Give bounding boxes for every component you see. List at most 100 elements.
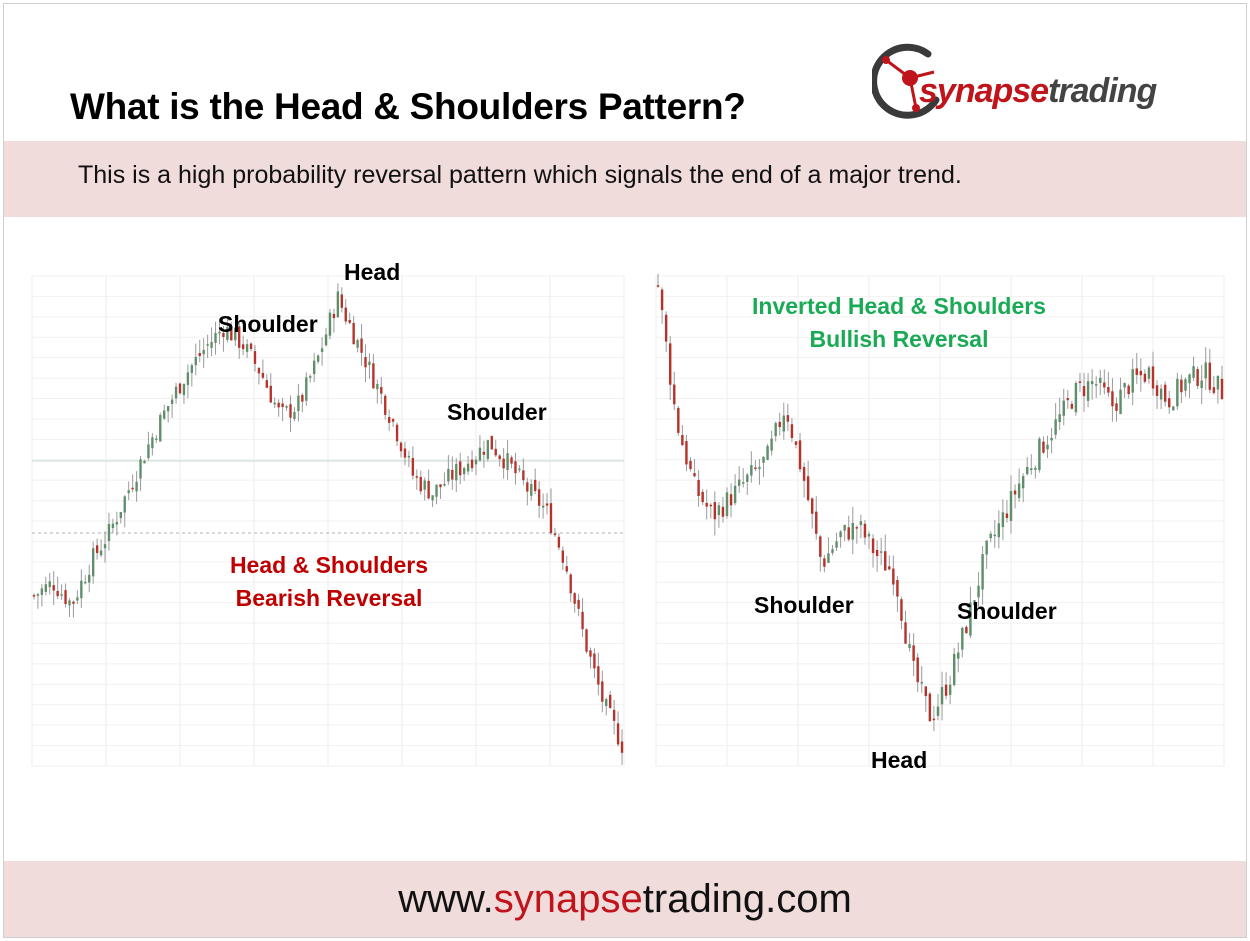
candle-body (766, 446, 769, 460)
candle-body (965, 626, 968, 634)
slide: What is the Head & Shoulders Pattern? sy… (3, 3, 1247, 938)
candle-body (368, 361, 371, 366)
candle-body (952, 653, 956, 686)
candle-body (713, 502, 717, 520)
candle-body (585, 629, 588, 652)
candle-body (709, 504, 712, 507)
candle-body (896, 580, 899, 597)
candle-body (1127, 385, 1130, 395)
candle-body (1058, 414, 1061, 422)
candle-body (561, 550, 565, 563)
candle-body (249, 343, 253, 349)
candle-body (916, 657, 919, 683)
candle-body (612, 709, 616, 721)
candle-body (269, 385, 272, 403)
candle-body (823, 558, 826, 567)
candle-body (1208, 362, 1212, 390)
candle-body (1119, 389, 1122, 415)
candle-body (660, 289, 664, 311)
candle-body (892, 568, 895, 585)
candle-body (514, 461, 517, 474)
candle-body (127, 490, 130, 494)
candle-body (1147, 367, 1151, 379)
candle-body (1192, 366, 1195, 378)
candle-body (1196, 369, 1199, 386)
candle-body (1013, 490, 1017, 495)
candle-body (677, 407, 680, 433)
candle-body (681, 435, 684, 446)
candle-body (60, 594, 63, 596)
candle-body (1050, 437, 1053, 441)
candle-body (673, 384, 676, 405)
candle-body (1090, 381, 1094, 385)
candle-body (1054, 419, 1057, 435)
candle-body (380, 387, 383, 394)
candle-body (313, 360, 316, 375)
candle-body (431, 495, 434, 501)
candle-body (1139, 370, 1143, 376)
candle-body (518, 468, 521, 471)
candle-body (1155, 385, 1159, 396)
logo-part-trading: trading (1048, 72, 1157, 110)
candle-body (131, 487, 134, 490)
candle-body (839, 531, 842, 538)
candle-body (466, 463, 470, 472)
candle-body (605, 699, 608, 706)
candle-body (48, 581, 51, 588)
candle-body (423, 480, 426, 490)
candle-body (1143, 373, 1147, 382)
candle-body (52, 585, 55, 591)
candle-body (340, 294, 343, 308)
candle-body (1034, 467, 1037, 470)
candle-body (490, 435, 493, 450)
candle-body (1204, 362, 1207, 379)
candle-body (549, 503, 553, 534)
candle-body (202, 349, 205, 355)
candle-body (36, 594, 40, 596)
candle-body (119, 512, 122, 519)
candle-body (462, 468, 466, 475)
candle-body (537, 489, 541, 506)
candle-body (91, 548, 95, 577)
candle-body (977, 585, 980, 598)
candle-body (782, 415, 786, 432)
candle-body (762, 456, 765, 463)
footer-url-prefix: www. (398, 877, 494, 921)
candle-body (936, 706, 940, 716)
candle-body (1184, 379, 1187, 391)
candle-body (506, 453, 509, 471)
candle-body (545, 503, 549, 506)
candle-body (1070, 403, 1074, 409)
candle-body (717, 505, 721, 516)
candle-body (1038, 438, 1041, 471)
candle-body (786, 415, 790, 422)
candle-body (1001, 512, 1005, 528)
candle-body (95, 545, 99, 553)
candle-body (609, 694, 612, 708)
candle-body (1163, 384, 1167, 402)
candle-body (226, 327, 229, 340)
candle-body (705, 502, 708, 507)
candle-body (900, 599, 903, 621)
candle-body (1135, 368, 1138, 375)
candle-body (522, 470, 525, 481)
candle-body (234, 327, 237, 341)
candle-body (253, 351, 257, 364)
candle-body (1062, 400, 1065, 416)
candle-body (879, 551, 883, 553)
candle-body (1042, 441, 1045, 453)
bearish-pattern-line2: Bearish Reversal (235, 585, 423, 611)
candle-body (924, 686, 928, 697)
bullish-title-line2: Bullish Reversal (809, 326, 989, 352)
candle-body (997, 523, 1001, 538)
candle-body (1021, 476, 1025, 489)
candle-body (944, 684, 948, 696)
candle-body (139, 459, 142, 479)
candle-body (238, 326, 241, 348)
candle-body (439, 484, 442, 488)
candle-body (620, 741, 624, 753)
candle-body (577, 599, 580, 609)
candle-body (80, 580, 83, 599)
candle-body (411, 458, 415, 476)
candle-body (802, 467, 806, 481)
